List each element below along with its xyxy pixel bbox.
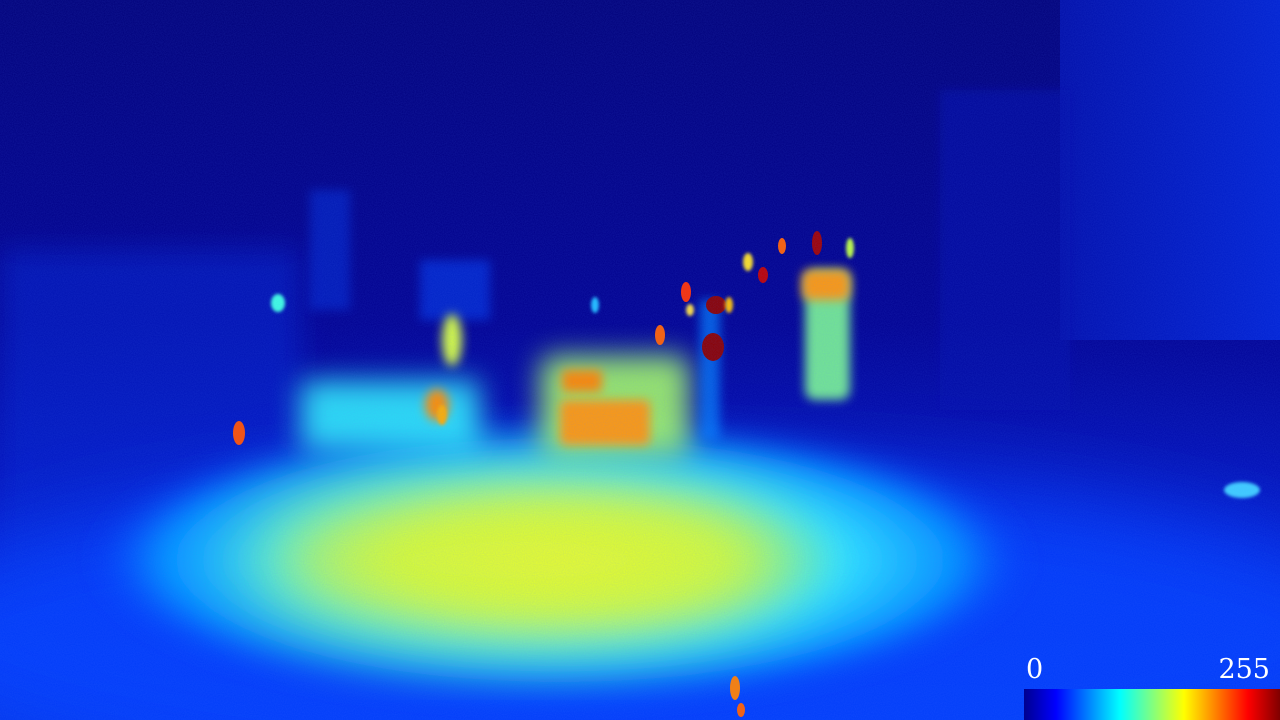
- colorbar: 0 255: [1024, 655, 1280, 720]
- colorbar-gradient: [1024, 689, 1280, 720]
- colorbar-min-label: 0: [1026, 654, 1044, 685]
- colorbar-max-label: 255: [1218, 654, 1270, 685]
